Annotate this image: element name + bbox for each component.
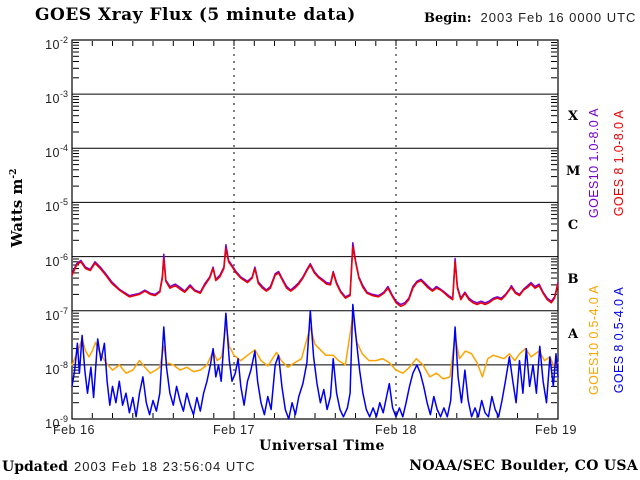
y-tick-label: 10-7 xyxy=(45,306,68,323)
flare-class-a: A xyxy=(567,327,579,342)
begin-label: Begin: xyxy=(424,11,472,26)
x-tick-feb17: Feb 17 xyxy=(213,423,255,437)
y-tick-label: 10-9 xyxy=(45,414,68,431)
flare-class-b: B xyxy=(567,272,579,287)
updated-timestamp: Updated 2003 Feb 18 23:56:04 UTC xyxy=(2,458,256,475)
flare-class-m: M xyxy=(566,164,581,179)
y-tick-label: 10-2 xyxy=(45,35,68,52)
flare-class-x: X xyxy=(567,109,579,124)
y-tick-label: 10-8 xyxy=(45,360,68,377)
legend-goes10-long: GOES10 1.0-8.0 A xyxy=(587,108,601,218)
y-tick-label: 10-4 xyxy=(45,143,68,160)
updated-label: Updated xyxy=(2,459,69,475)
legend-goes8-long: GOES 8 1.0-8.0 A xyxy=(612,109,626,217)
source-credit: NOAA/SEC Boulder, CO USA xyxy=(409,458,638,474)
x-tick-feb18: Feb 18 xyxy=(375,423,417,437)
chart-title: GOES Xray Flux (5 minute data) xyxy=(35,5,356,25)
y-tick-label: 10-3 xyxy=(45,89,68,106)
begin-timestamp: Begin: 2003 Feb 16 0000 UTC xyxy=(424,10,636,26)
updated-value: 2003 Feb 18 23:56:04 UTC xyxy=(74,459,256,474)
y-axis-title: Watts m-2 xyxy=(8,168,26,248)
x-tick-feb16: Feb 16 xyxy=(53,423,95,437)
flare-class-c: C xyxy=(567,218,579,233)
y-tick-label: 10-6 xyxy=(45,252,68,269)
legend-goes8-short: GOES 8 0.5-4.0 A xyxy=(612,286,626,394)
begin-value: 2003 Feb 16 0000 UTC xyxy=(480,10,637,25)
x-axis-title: Universal Time xyxy=(259,438,385,454)
x-tick-feb19: Feb 19 xyxy=(535,423,577,437)
legend-goes10-short: GOES10 0.5-4.0 A xyxy=(587,285,601,395)
y-tick-label: 10-5 xyxy=(45,197,68,214)
